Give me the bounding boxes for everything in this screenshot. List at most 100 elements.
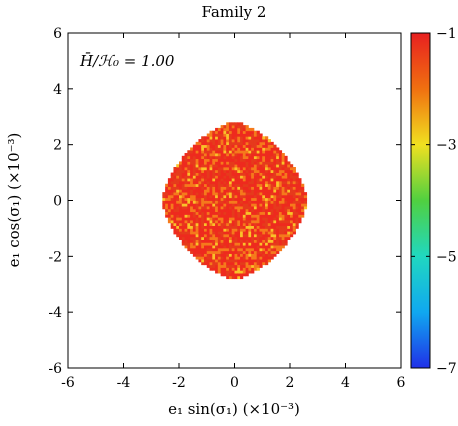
heatmap-cell [301,214,305,218]
heatmap-cell [217,127,222,132]
heatmap-cell [206,220,210,224]
heatmap-cell [226,172,230,176]
heatmap-cell [173,217,177,221]
heatmap-cell [223,130,227,134]
heatmap-cell [220,125,224,129]
heatmap-cell [198,178,202,182]
heatmap-cell [179,200,183,204]
heatmap-cell [228,206,233,210]
heatmap-cell [276,247,280,252]
heatmap-cell [215,203,219,207]
heatmap-cell [295,220,299,224]
heatmap-cell [265,228,269,232]
heatmap-cell [267,189,271,193]
heatmap-cell [267,144,271,148]
heatmap-cell [209,261,213,266]
heatmap-cell [265,211,269,215]
heatmap-cell [190,183,194,187]
heatmap-cell [226,150,230,154]
heatmap-cell [284,236,288,240]
heatmap-cell [270,186,274,190]
heatmap-cell [259,217,263,221]
heatmap-cell [209,133,213,137]
heatmap-cell [278,183,283,187]
heatmap-cell [237,200,241,204]
heatmap-cell [292,178,296,182]
heatmap-cell [253,203,258,207]
heatmap-cell [228,259,233,263]
heatmap-cell [209,214,213,218]
heatmap-cells [162,122,308,280]
heatmap-cell [226,247,230,252]
heatmap-cell [242,192,247,196]
heatmap-cell [262,178,266,182]
heatmap-cell [231,158,235,162]
heatmap-cell [206,155,210,160]
heatmap-cell [256,228,260,232]
heatmap-cell [281,208,285,213]
heatmap-cell [173,222,177,227]
heatmap-cell [215,158,219,162]
heatmap-cell [253,228,258,232]
heatmap-cell [228,225,233,229]
heatmap-cell [242,270,247,274]
heatmap-cell [228,186,233,190]
heatmap-cell [248,189,252,193]
heatmap-cell [170,189,174,193]
heatmap-cell [181,220,185,224]
heatmap-cell [190,158,194,162]
heatmap-cell [281,155,285,160]
heatmap-cell [170,172,174,176]
heatmap-cell [262,261,266,266]
heatmap-cell [226,253,230,257]
heatmap-cell [242,144,247,148]
heatmap-cell [220,247,224,252]
heatmap-cell [248,239,252,243]
heatmap-cell [192,234,197,238]
heatmap-cell [265,220,269,224]
heatmap-cell [273,250,277,254]
heatmap-cell [209,217,213,221]
heatmap-cell [242,214,247,218]
heatmap-cell [270,208,274,213]
heatmap-cell [253,217,258,221]
heatmap-cell [276,225,280,229]
heatmap-cell [215,225,219,229]
heatmap-cell [278,211,283,215]
heatmap-cell [262,175,266,179]
heatmap-cell [298,197,302,201]
heatmap-cell [212,164,216,168]
heatmap-cell [192,208,197,213]
heatmap-cell [223,178,227,182]
heatmap-cell [212,242,216,246]
heatmap-cell [212,189,216,193]
heatmap-cell [209,186,213,190]
heatmap-cell [240,175,244,179]
heatmap-cell [237,133,241,137]
heatmap-cell [162,200,166,204]
heatmap-cell [215,194,219,199]
heatmap-cell [259,256,263,260]
heatmap-cell [290,172,294,176]
heatmap-cell [234,275,238,280]
heatmap-cell [198,208,202,213]
heatmap-cell [287,217,291,221]
heatmap-cell [276,169,280,173]
heatmap-cell [217,189,222,193]
heatmap-cell [173,211,177,215]
heatmap-cell [251,178,255,182]
heatmap-cell [262,200,266,204]
chart-title: Family 2 [202,3,267,21]
heatmap-cell [245,245,249,249]
heatmap-cell [237,161,241,165]
heatmap-cell [231,169,235,173]
heatmap-cell [220,186,224,190]
heatmap-cell [220,189,224,193]
heatmap-cell [173,183,177,187]
heatmap-cell [212,197,216,201]
heatmap-cell [201,231,205,235]
heatmap-cell [256,169,260,173]
heatmap-cell [242,261,247,266]
heatmap-cell [170,194,174,199]
heatmap-cell [287,234,291,238]
